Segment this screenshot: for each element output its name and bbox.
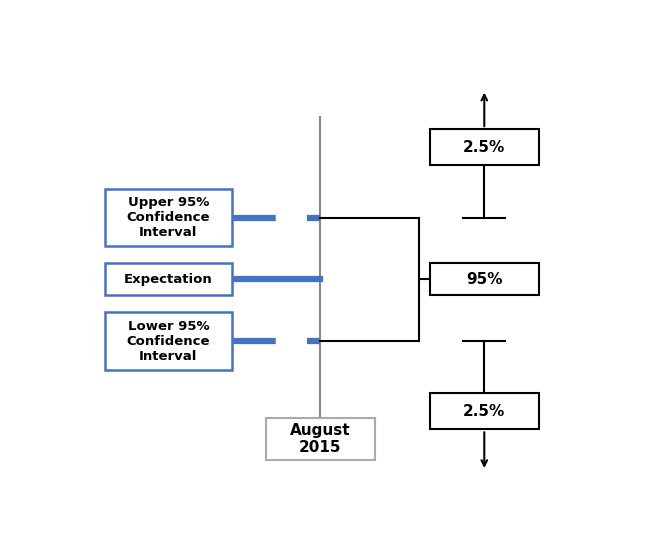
FancyBboxPatch shape: [429, 129, 539, 165]
Text: August
2015: August 2015: [290, 422, 351, 455]
Text: Expectation: Expectation: [124, 273, 213, 286]
FancyBboxPatch shape: [266, 418, 375, 460]
Text: 95%: 95%: [466, 272, 503, 287]
FancyBboxPatch shape: [105, 312, 232, 370]
FancyBboxPatch shape: [429, 393, 539, 429]
Text: 2.5%: 2.5%: [463, 140, 505, 155]
FancyBboxPatch shape: [429, 263, 539, 295]
Text: 2.5%: 2.5%: [463, 404, 505, 419]
FancyBboxPatch shape: [105, 263, 232, 295]
Text: Upper 95%
Confidence
Interval: Upper 95% Confidence Interval: [127, 196, 210, 239]
Text: Lower 95%
Confidence
Interval: Lower 95% Confidence Interval: [127, 320, 210, 363]
FancyBboxPatch shape: [105, 189, 232, 246]
